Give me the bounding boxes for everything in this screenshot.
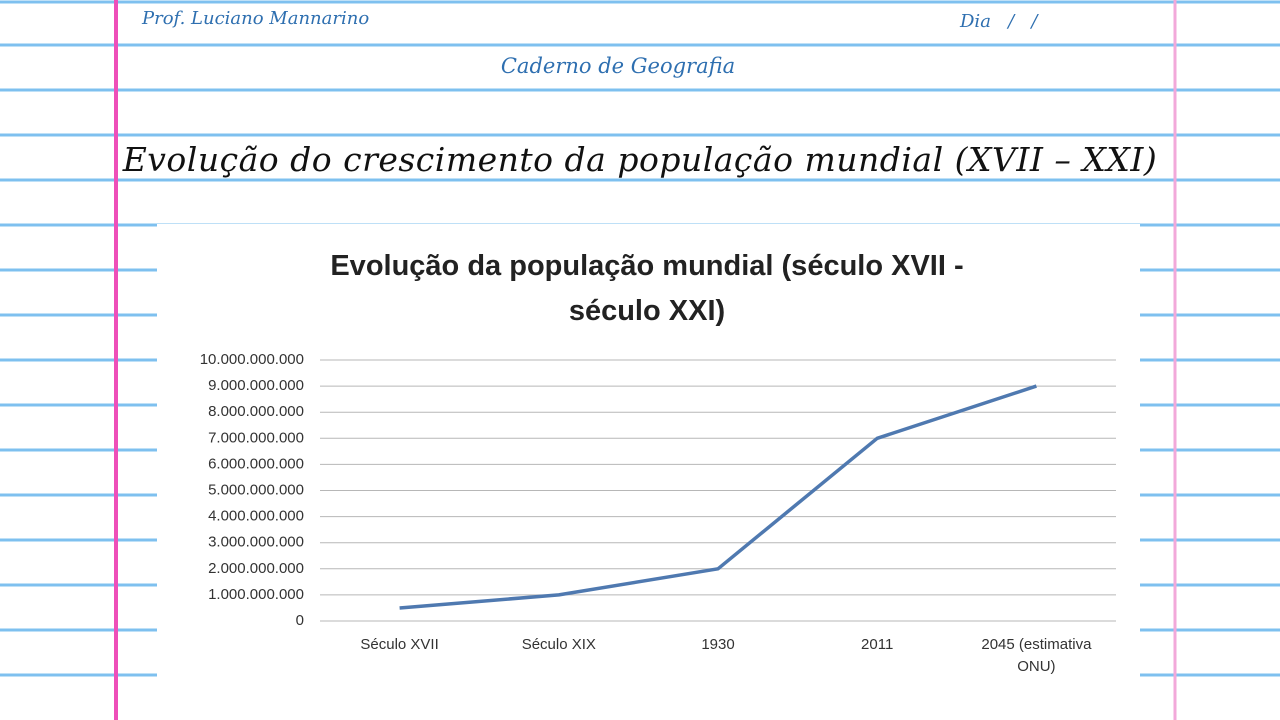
slide-title: Evolução do crescimento da população mun… bbox=[122, 140, 1158, 179]
y-tick-label: 8.000.000.000 bbox=[208, 403, 304, 420]
x-tick-label: Século XIX bbox=[521, 636, 596, 653]
y-tick-label: 7.000.000.000 bbox=[208, 429, 304, 446]
y-tick-label: 5.000.000.000 bbox=[208, 481, 304, 498]
x-tick-label: 1930 bbox=[701, 636, 735, 653]
chart: 0 1.000.000.000 2.000.000.000 3.000.000.000… bbox=[200, 351, 1116, 629]
y-tick-label: 1.000.000.000 bbox=[208, 586, 304, 603]
author: Prof. Luciano Mannarino bbox=[142, 8, 370, 29]
x-tick-label: 2011 bbox=[861, 636, 894, 653]
y-tick-label: 9.000.000.000 bbox=[208, 377, 304, 394]
y-tick-label: 6.000.000.000 bbox=[208, 455, 304, 472]
chart-area: 0 1.000.000.000 2.000.000.000 3.000.000.000… bbox=[157, 224, 1140, 720]
subject: Caderno de Geografia bbox=[500, 54, 736, 78]
y-tick-label: 3.000.000.000 bbox=[208, 534, 304, 551]
y-tick-label: 2.000.000.000 bbox=[208, 560, 304, 577]
y-tick-label: 4.000.000.000 bbox=[208, 508, 304, 525]
chart-title: Evolução da população mundial (século XV… bbox=[330, 250, 964, 327]
y-tick-label: 0 bbox=[296, 612, 304, 629]
date-field: Dia / / bbox=[960, 11, 1038, 32]
data-line bbox=[399, 384, 1037, 610]
x-tick-label: Século XVII bbox=[360, 636, 439, 653]
y-tick-label: 10.000.000.000 bbox=[200, 351, 304, 368]
x-tick-label: 2045 (estimativa ONU) bbox=[981, 636, 1092, 675]
